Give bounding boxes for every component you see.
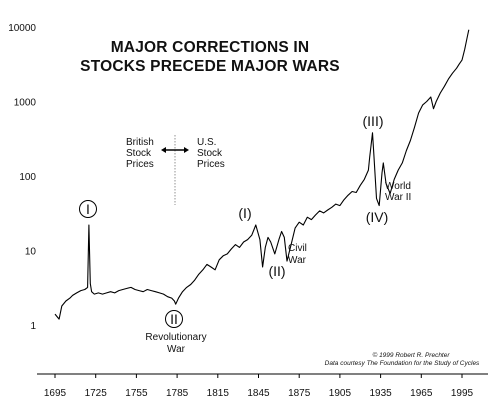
x-tick-label: 1725 [85,388,108,399]
british-stock-prices-label: Stock [126,148,152,159]
wave-label: (IV) [366,209,389,225]
divider-group [161,135,189,205]
series-group [54,29,470,320]
series-line [54,29,470,320]
wave-label: (III) [363,113,384,129]
credit-label: © 1999 Robert R. Prechter [372,351,450,359]
y-ticks: 1 10 100 1000 10000 [8,23,36,332]
y-tick-label: 1000 [14,98,37,109]
wave-label: (II) [268,263,285,279]
british-stock-prices-label: British [126,137,154,148]
y-tick-label: 1 [30,321,36,332]
x-tick-label: 1995 [451,388,474,399]
x-tick-label: 1695 [44,388,67,399]
annotations: BritishStockPricesU.S.StockPricesIII(I)(… [79,113,480,367]
y-tick-label: 100 [19,172,36,183]
chart-title: MAJOR CORRECTIONS IN STOCKS PRECEDE MAJOR… [80,39,340,75]
wave-label: (I) [238,205,251,221]
british-stock-prices-label: Prices [126,159,154,170]
us-stock-prices-label: Prices [197,159,225,170]
credit-label: Data courtesy The Foundation for the Stu… [325,360,480,367]
wave-label: II [170,311,178,327]
x-tick-label: 1905 [329,388,352,399]
wave-label: I [86,201,90,217]
chart-title-line: STOCKS PRECEDE MAJOR WARS [80,58,340,75]
civil-war-label: Civil [288,243,307,254]
x-tick-label: 1875 [288,388,311,399]
x-tick-label: 1755 [125,388,148,399]
us-stock-prices-label: U.S. [197,137,216,148]
wave-label-circle [165,310,183,328]
x-tick-label: 1785 [166,388,189,399]
y-tick-label: 10000 [8,23,36,34]
civil-war-label: War [288,255,307,266]
revolutionary-war-label: Revolutionary [145,332,206,343]
x-tick-label: 1815 [207,388,230,399]
double-arrow-icon [161,147,189,153]
x-tick-label: 1935 [369,388,392,399]
world-war-ii-label: World [385,181,411,192]
y-tick-label: 10 [25,247,37,258]
x-ticks: 1695 1725 1755 1785 1815 1845 1875 1905 1935 1965… [44,374,474,399]
revolutionary-war-label: War [167,344,186,355]
us-stock-prices-label: Stock [197,148,223,159]
x-tick-label: 1845 [247,388,270,399]
chart-title-line: MAJOR CORRECTIONS IN [111,39,310,56]
x-tick-label: 1965 [410,388,433,399]
wave-label-circle [79,200,97,218]
world-war-ii-label: War II [385,192,411,203]
